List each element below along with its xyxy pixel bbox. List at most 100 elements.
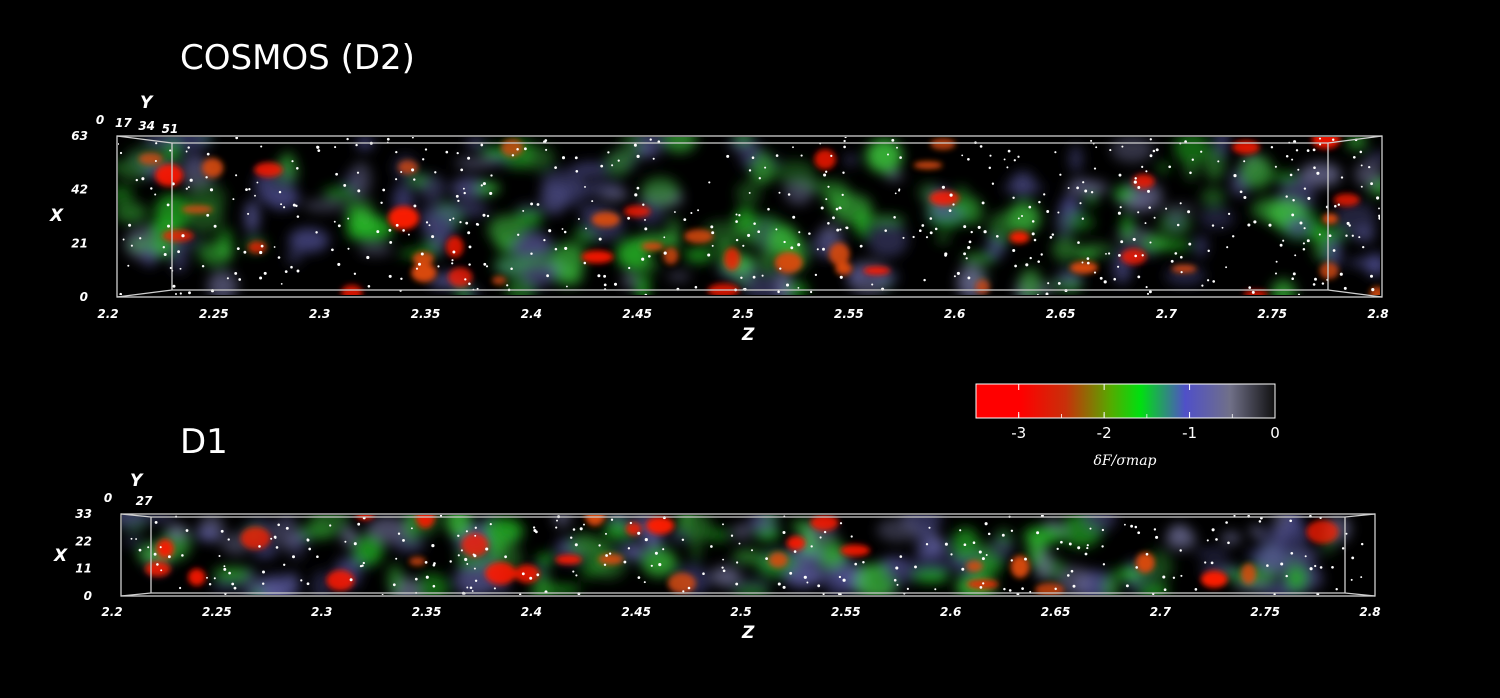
galaxy-point [460,168,464,172]
galaxy-point [949,193,953,197]
field-blob [1006,202,1041,234]
galaxy-point [263,271,267,275]
galaxy-point [1149,241,1152,244]
galaxy-point [1299,221,1303,225]
panel1-depth-tick-label: 0 [96,113,104,127]
galaxy-point [162,246,165,249]
galaxy-point [1291,213,1295,217]
galaxy-point [1162,575,1166,579]
galaxy-point [839,275,843,279]
galaxy-point [1233,174,1237,178]
galaxy-point [389,240,393,244]
galaxy-point [1090,139,1093,142]
galaxy-point [1358,236,1361,239]
field-blob [353,535,384,566]
field-blob [451,177,487,200]
galaxy-point [758,177,761,180]
galaxy-point [782,530,786,535]
galaxy-point [1314,277,1317,281]
galaxy-point [457,534,460,538]
galaxy-point [381,593,384,595]
galaxy-point [353,542,357,546]
field-blob [286,249,302,265]
panel2-x-tick-label: 2.4 [521,605,542,619]
galaxy-point [561,228,564,230]
field-blob [783,564,823,588]
galaxy-point [258,545,261,548]
panel1-x-tick-label: 2.45 [622,307,652,321]
galaxy-point [977,225,981,229]
galaxy-point [1371,288,1375,292]
galaxy-point [467,156,471,160]
galaxy-point [1189,171,1192,175]
galaxy-point [169,149,172,152]
galaxy-point [859,245,863,248]
galaxy-point [1282,239,1285,242]
galaxy-point [1291,277,1294,280]
galaxy-point [1147,189,1150,193]
field-blob [710,566,741,587]
galaxy-point [981,201,985,205]
galaxy-point [1212,280,1216,283]
field-blob [735,180,761,208]
galaxy-point [468,282,471,286]
galaxy-point [1081,261,1084,264]
absorption-peak [723,247,741,271]
galaxy-point [1360,576,1363,579]
panel1-galaxy-points [118,137,1380,295]
absorption-peak [326,570,355,591]
galaxy-point [636,154,640,158]
field-blob [1169,216,1183,228]
galaxy-point [1047,282,1050,285]
galaxy-point [1006,166,1009,169]
panel1-y-axis-label: X [49,206,64,226]
panel2-x-tick-label: 2.75 [1250,605,1280,619]
galaxy-point [1060,540,1063,544]
galaxy-point [1318,137,1322,140]
field-blob [883,558,916,585]
galaxy-point [504,555,507,559]
field-blob [961,253,997,265]
galaxy-point [574,156,578,160]
galaxy-point [1134,525,1138,529]
galaxy-point [413,178,416,181]
absorption-peak [138,152,163,165]
absorption-peak [1322,213,1338,225]
galaxy-point [893,578,897,582]
absorption-peak [663,247,679,265]
galaxy-point [439,515,443,517]
panel1-y-tick-label: 63 [71,129,88,143]
galaxy-point [260,145,263,148]
galaxy-point [465,221,469,225]
galaxy-point [362,561,365,565]
galaxy-point [797,243,801,247]
field-blob [346,204,359,240]
panel2-depth-tick-label: 27 [136,494,153,508]
absorption-peak [514,564,540,583]
absorption-peak [254,162,283,178]
absorption-peak [485,562,517,585]
absorption-peak [810,515,839,531]
galaxy-point [673,211,676,213]
galaxy-point [1117,211,1121,215]
galaxy-point [836,228,840,232]
galaxy-point [1360,542,1364,546]
field-blob [1215,137,1229,158]
galaxy-point [1124,523,1126,526]
galaxy-point [331,248,334,252]
galaxy-point [687,586,691,590]
galaxy-point [1145,286,1148,289]
galaxy-point [928,526,931,529]
galaxy-point [839,522,843,525]
galaxy-point [1303,227,1306,230]
absorption-peak [581,250,614,264]
galaxy-point [1340,176,1344,179]
galaxy-point [634,193,638,197]
panel2-galaxy-points [130,515,1364,595]
galaxy-point [277,523,280,527]
galaxy-point [1045,292,1049,295]
absorption-peak [1200,570,1228,588]
field-blob [621,273,637,289]
galaxy-point [583,523,585,526]
galaxy-point [1243,195,1247,200]
